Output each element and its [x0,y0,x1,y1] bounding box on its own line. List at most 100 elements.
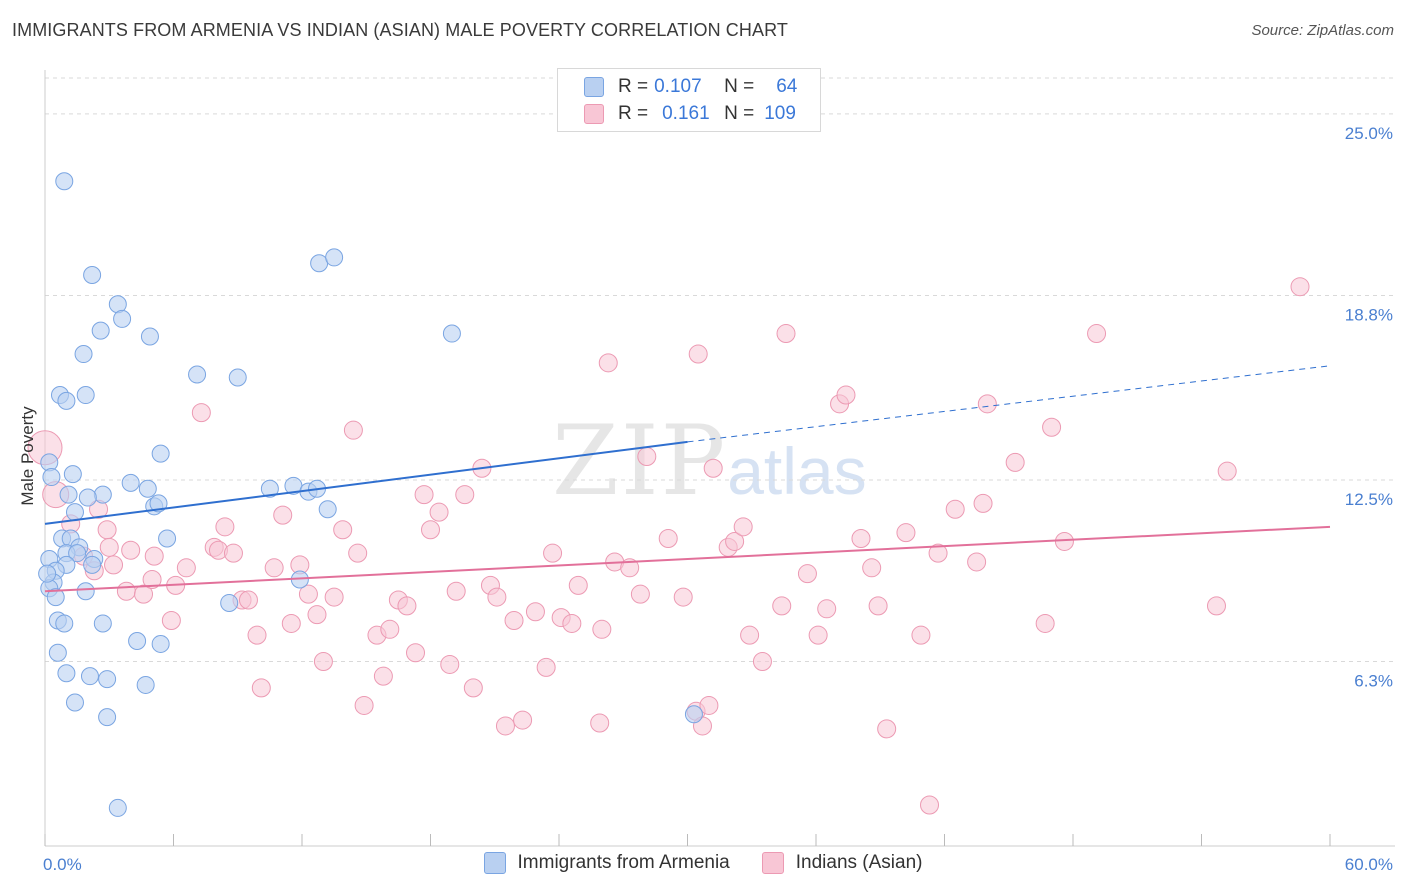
armenia-point [442,324,461,343]
armenia-point [55,614,74,633]
legend-r-label: R = [618,76,649,97]
legend-r-label: R = [618,103,649,124]
indians-asian-point [333,520,353,540]
indians-asian-point [1087,324,1107,344]
armenia-point [91,321,110,340]
source-credit: Source: ZipAtlas.com [1251,22,1394,39]
indians-asian-point [928,543,948,563]
indians-asian-point [1035,613,1055,633]
legend-n-label: N = [724,76,755,97]
armenia-point [188,365,207,384]
bottom-legend-indians: Indians (Asian) [761,852,923,874]
indians-asian-point [281,613,301,633]
indians-asian-point [630,584,650,604]
armenia-point [158,529,177,548]
indians-asian-point [733,517,753,537]
armenia-point [138,479,157,498]
armenia-trend-line [44,440,688,525]
armenia-point [83,555,102,574]
indians-asian-point [414,485,434,505]
indians-asian-point [703,458,723,478]
x-tick-label: 60.0% [1345,855,1393,874]
armenia-point [83,265,102,284]
indians-asian-point [513,710,533,730]
armenia-point [59,485,78,504]
indians-asian-point [446,581,466,601]
indians-asian-point [223,543,243,563]
armenia-point [38,564,57,583]
armenia-point [128,632,147,651]
indians-asian-point [911,625,931,645]
indians-asian-point [1042,417,1062,437]
armenia-point [310,254,329,273]
legend-r-value: 0.107 [654,76,702,97]
indians-asian-point [215,517,235,537]
indians-asian-point [134,584,154,604]
indians-asian-point [313,652,333,672]
indians-asian-point [264,558,284,578]
indians-asian-point [121,540,141,560]
series-indians-asian-points [27,277,1310,815]
indians-asian-point [851,529,871,549]
armenia-point [57,391,76,410]
watermark-atlas: atlas [727,434,867,508]
armenia-point [108,798,127,817]
indians-asian-point [562,613,582,633]
armenia-point [42,468,61,487]
legend-swatch-armenia [584,77,604,97]
indians-asian-point [699,695,719,715]
legend-row-indians: R = 0.161 N = 109 [584,102,796,126]
indians-asian-point [251,678,271,698]
indians-asian-point [247,625,267,645]
armenia-point [318,500,337,519]
indians-asian-point [808,625,828,645]
armenia-point [140,327,159,346]
indians-asian-point [504,611,524,631]
indians-asian-point [590,713,610,733]
indians-asian-point [324,587,344,607]
armenia-point [151,444,170,463]
legend: R = 0.107 N = 64 R = 0.161 N = 109 [557,68,821,132]
indians-asian-point [397,596,417,616]
indians-asian-point [637,447,657,467]
armenia-point [98,670,117,689]
armenia-point [68,544,87,563]
armenia-point [121,473,140,492]
armenia-point [65,503,84,522]
legend-n-value: 64 [776,76,798,97]
indians-asian-point [238,590,258,610]
armenia-point [228,368,247,387]
armenia-point [93,614,112,633]
indians-asian-point [380,619,400,639]
legend-n-value: 109 [764,103,796,124]
x-tick-label: 0.0% [43,855,82,874]
indians-asian-point [877,719,897,739]
armenia-point [684,705,703,724]
indians-asian-point [307,605,327,625]
bottom-legend-label-indians: Indians (Asian) [795,852,923,873]
indians-asian-point [673,587,693,607]
indians-asian-point [144,546,164,566]
bottom-legend: Immigrants from Armenia Indians (Asian) [0,852,1406,874]
indians-asian-point [495,716,515,736]
indians-asian-point [1005,452,1025,472]
indians-asian-point [429,502,449,522]
armenia-point [48,643,67,662]
indians-asian-point [421,520,440,540]
indians-asian-point [688,344,708,364]
legend-swatch-indians [584,104,604,124]
indians-asian-point [1290,277,1310,297]
indians-asian-point [104,555,124,575]
indians-asian-point [967,552,987,572]
armenia-point [149,494,168,513]
indians-asian-point [97,520,117,540]
indians-asian-point [658,529,678,549]
indians-asian-point [161,611,181,631]
indians-asian-point [99,537,119,557]
axes [44,70,1395,847]
indians-asian-point [772,596,792,616]
indians-asian-point [752,652,772,672]
armenia-point [76,386,95,405]
indians-asian-trend-line [44,525,1331,593]
